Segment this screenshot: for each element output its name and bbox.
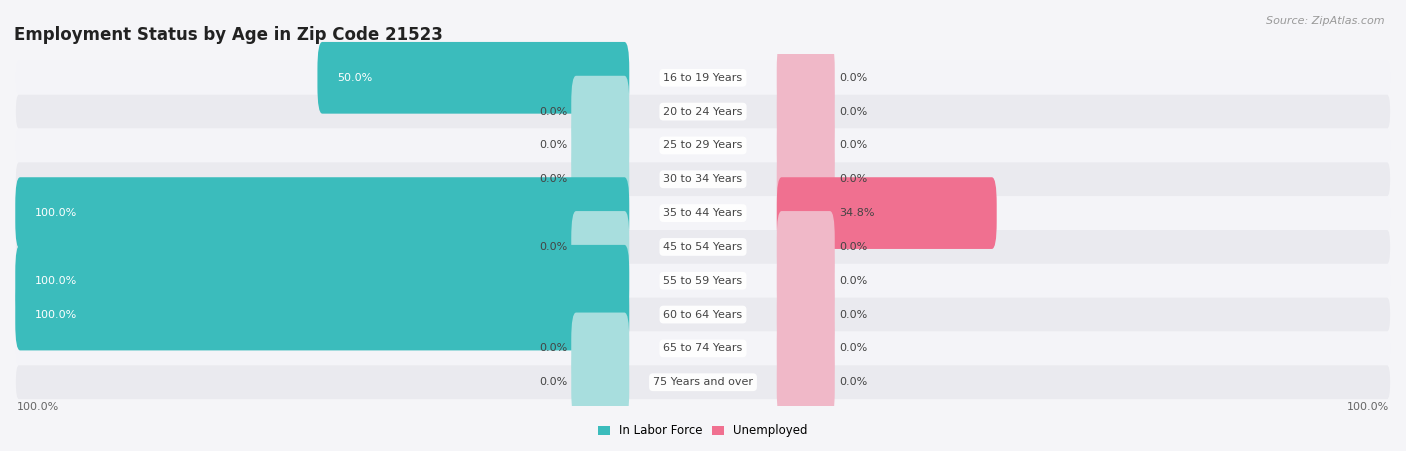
- Text: 16 to 19 Years: 16 to 19 Years: [664, 73, 742, 83]
- FancyBboxPatch shape: [571, 76, 630, 147]
- FancyBboxPatch shape: [776, 245, 835, 317]
- Text: 100.0%: 100.0%: [1347, 401, 1389, 412]
- Text: 0.0%: 0.0%: [538, 106, 567, 117]
- FancyBboxPatch shape: [776, 177, 997, 249]
- FancyBboxPatch shape: [776, 211, 835, 283]
- Text: 34.8%: 34.8%: [839, 208, 875, 218]
- Text: 0.0%: 0.0%: [839, 106, 868, 117]
- Text: 25 to 29 Years: 25 to 29 Years: [664, 140, 742, 151]
- Legend: In Labor Force, Unemployed: In Labor Force, Unemployed: [593, 420, 813, 442]
- FancyBboxPatch shape: [15, 331, 1391, 365]
- FancyBboxPatch shape: [318, 42, 630, 114]
- FancyBboxPatch shape: [571, 346, 630, 418]
- Text: 0.0%: 0.0%: [839, 343, 868, 354]
- Text: Employment Status by Age in Zip Code 21523: Employment Status by Age in Zip Code 215…: [14, 26, 443, 44]
- Text: 0.0%: 0.0%: [839, 140, 868, 151]
- FancyBboxPatch shape: [776, 279, 835, 350]
- Text: 0.0%: 0.0%: [538, 242, 567, 252]
- Text: 75 Years and over: 75 Years and over: [652, 377, 754, 387]
- Text: 100.0%: 100.0%: [35, 276, 77, 286]
- Text: 0.0%: 0.0%: [839, 276, 868, 286]
- Text: 0.0%: 0.0%: [538, 377, 567, 387]
- FancyBboxPatch shape: [776, 42, 835, 114]
- Text: 20 to 24 Years: 20 to 24 Years: [664, 106, 742, 117]
- Text: 0.0%: 0.0%: [839, 377, 868, 387]
- FancyBboxPatch shape: [571, 211, 630, 283]
- FancyBboxPatch shape: [776, 313, 835, 384]
- FancyBboxPatch shape: [15, 95, 1391, 129]
- FancyBboxPatch shape: [776, 346, 835, 418]
- Text: 55 to 59 Years: 55 to 59 Years: [664, 276, 742, 286]
- Text: 30 to 34 Years: 30 to 34 Years: [664, 174, 742, 184]
- Text: 60 to 64 Years: 60 to 64 Years: [664, 309, 742, 320]
- FancyBboxPatch shape: [15, 129, 1391, 162]
- Text: 100.0%: 100.0%: [35, 309, 77, 320]
- FancyBboxPatch shape: [15, 177, 630, 249]
- FancyBboxPatch shape: [571, 313, 630, 384]
- FancyBboxPatch shape: [15, 230, 1391, 264]
- Text: 65 to 74 Years: 65 to 74 Years: [664, 343, 742, 354]
- FancyBboxPatch shape: [15, 196, 1391, 230]
- FancyBboxPatch shape: [15, 245, 630, 317]
- FancyBboxPatch shape: [15, 264, 1391, 298]
- FancyBboxPatch shape: [571, 110, 630, 181]
- FancyBboxPatch shape: [15, 61, 1391, 95]
- Text: 50.0%: 50.0%: [337, 73, 373, 83]
- FancyBboxPatch shape: [776, 110, 835, 181]
- FancyBboxPatch shape: [15, 298, 1391, 331]
- Text: 100.0%: 100.0%: [35, 208, 77, 218]
- FancyBboxPatch shape: [15, 365, 1391, 399]
- Text: 45 to 54 Years: 45 to 54 Years: [664, 242, 742, 252]
- Text: 0.0%: 0.0%: [839, 309, 868, 320]
- Text: Source: ZipAtlas.com: Source: ZipAtlas.com: [1267, 16, 1385, 26]
- Text: 0.0%: 0.0%: [538, 140, 567, 151]
- FancyBboxPatch shape: [15, 279, 630, 350]
- Text: 35 to 44 Years: 35 to 44 Years: [664, 208, 742, 218]
- Text: 0.0%: 0.0%: [839, 174, 868, 184]
- Text: 0.0%: 0.0%: [839, 242, 868, 252]
- FancyBboxPatch shape: [776, 143, 835, 215]
- FancyBboxPatch shape: [776, 76, 835, 147]
- FancyBboxPatch shape: [15, 162, 1391, 196]
- Text: 0.0%: 0.0%: [538, 343, 567, 354]
- Text: 100.0%: 100.0%: [17, 401, 59, 412]
- FancyBboxPatch shape: [571, 143, 630, 215]
- Text: 0.0%: 0.0%: [538, 174, 567, 184]
- Text: 0.0%: 0.0%: [839, 73, 868, 83]
